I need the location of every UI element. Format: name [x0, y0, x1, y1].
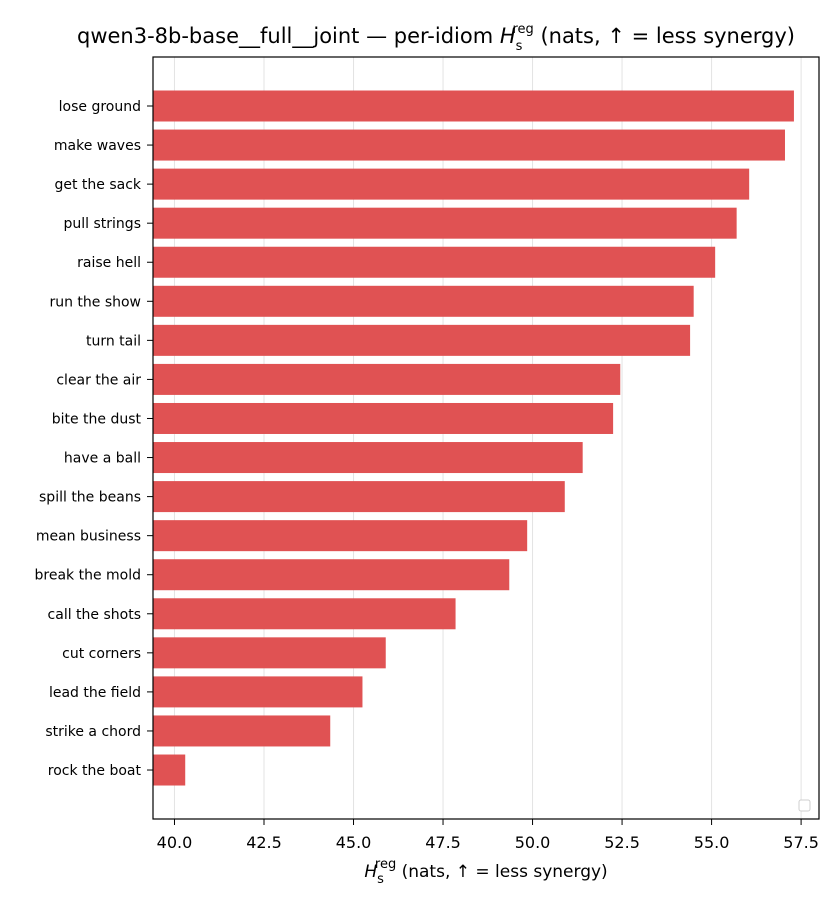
category-label: rock the boat	[48, 763, 142, 779]
bar	[153, 598, 456, 630]
plot-frame	[152, 56, 820, 820]
legend-box	[798, 799, 811, 812]
x-tick-label: 40.0	[157, 833, 193, 852]
category-label: make waves	[54, 138, 141, 154]
x-tick-label: 42.5	[246, 833, 282, 852]
category-label: break the mold	[35, 568, 142, 584]
category-label: pull strings	[64, 216, 141, 232]
category-label: spill the beans	[39, 490, 141, 506]
category-label: call the shots	[48, 607, 141, 623]
chart-title: qwen3-8b-base__full__joint — per-idiom H…	[77, 22, 795, 54]
bar	[153, 637, 386, 669]
bar	[153, 324, 691, 356]
category-label: lose ground	[59, 99, 141, 115]
bar	[153, 402, 614, 434]
x-axis-label: Hsreg (nats, ↑ = less synergy)	[364, 857, 607, 887]
x-tick-label: 55.0	[694, 833, 730, 852]
bar	[153, 246, 716, 278]
bar	[153, 90, 794, 122]
bar	[153, 715, 331, 747]
category-label: bite the dust	[52, 411, 142, 427]
x-tick-labels: 40.0 42.5 45.0 47.5 50.0 52.5 55.0 57.5	[157, 819, 819, 852]
category-label: raise hell	[77, 255, 141, 271]
bar	[153, 363, 621, 395]
x-tick-label: 45.0	[336, 833, 372, 852]
category-label: run the show	[49, 294, 141, 310]
x-tick-label: 57.5	[783, 833, 819, 852]
bar	[153, 207, 737, 239]
category-label: lead the field	[49, 685, 141, 701]
bar	[153, 285, 694, 317]
bar	[153, 129, 785, 161]
x-tick-label: 52.5	[604, 833, 640, 852]
category-labels: lose ground make waves get the sack pull st…	[35, 99, 153, 779]
bar	[153, 559, 510, 591]
bars	[153, 90, 794, 786]
x-tick-label: 47.5	[425, 833, 461, 852]
category-label: turn tail	[86, 333, 141, 349]
bar	[153, 168, 750, 200]
category-label: cut corners	[62, 646, 141, 662]
category-label: mean business	[36, 529, 141, 545]
bar	[153, 520, 528, 552]
bar	[153, 676, 363, 708]
bar	[153, 442, 583, 474]
category-label: clear the air	[56, 372, 141, 388]
x-tick-label: 50.0	[515, 833, 551, 852]
category-label: get the sack	[54, 177, 141, 193]
bar	[153, 481, 565, 513]
category-label: have a ball	[64, 451, 141, 467]
bar	[153, 754, 186, 786]
category-label: strike a chord	[45, 724, 141, 740]
